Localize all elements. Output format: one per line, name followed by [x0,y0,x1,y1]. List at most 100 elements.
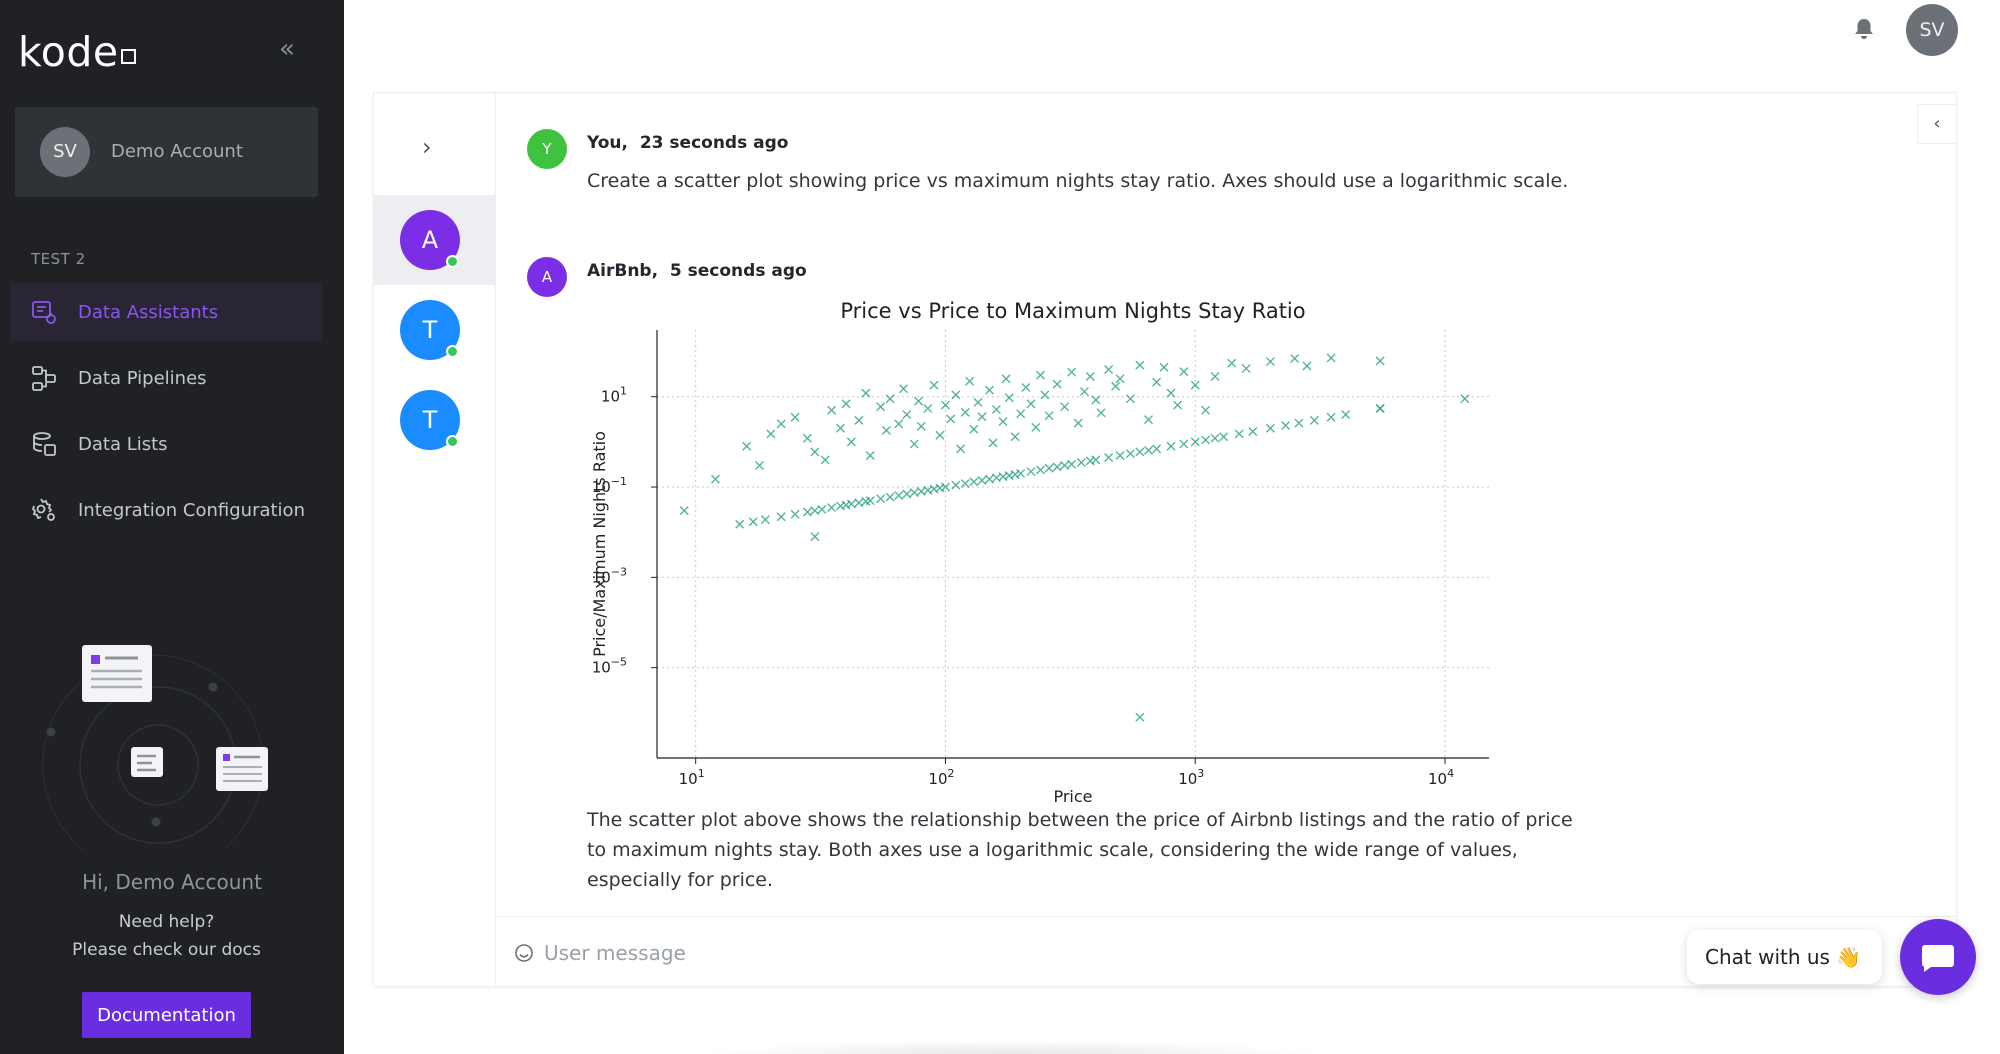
sidebar: kode « SV Demo Account TEST 2 Data Assis… [0,0,344,1054]
data-point [810,506,820,516]
x-tick-label: 101 [679,767,705,788]
data-point [916,421,926,431]
data-point [1060,402,1070,412]
chat-card: › A T T ‹ Y You, 23 seconds ago Create a… [373,92,1957,987]
y-tick-label: 10−5 [592,656,627,677]
section-label: TEST 2 [31,250,86,268]
account-card[interactable]: SV Demo Account [15,107,318,197]
data-point [940,482,950,492]
data-point [1227,358,1237,368]
data-point [1010,432,1020,442]
data-point [1234,429,1244,439]
data-point [810,532,820,542]
data-point [827,405,837,415]
account-name: Demo Account [111,141,243,162]
data-point [1375,356,1385,366]
data-point [1135,360,1145,370]
data-point [1302,361,1312,371]
chat-with-us-bubble[interactable]: Chat with us 👋 [1687,930,1882,984]
data-point [1375,403,1385,413]
data-point [802,507,812,517]
data-point [988,438,998,448]
data-point [960,407,970,417]
chart-title: Price vs Price to Maximum Nights Stay Ra… [840,299,1305,323]
message-avatar: Y [527,129,567,169]
conversation-item[interactable]: T [374,285,495,375]
data-point [1079,387,1089,397]
data-point [1076,457,1086,467]
data-point [1135,447,1145,457]
data-point [935,430,945,440]
chat-launcher-button[interactable] [1900,919,1976,995]
data-point [1219,432,1229,442]
x-tick-label: 102 [928,767,954,788]
data-point [998,417,1008,427]
emoji-icon[interactable] [514,943,534,963]
data-point [1044,411,1054,421]
data-point [1326,353,1336,363]
user-message-input[interactable] [544,935,1744,971]
data-point [977,475,987,485]
data-point [776,512,786,522]
data-point [817,504,827,514]
data-point [1152,444,1162,454]
collapse-sidebar-icon[interactable]: « [279,34,295,64]
data-point [846,499,856,509]
data-point [956,444,966,454]
data-point [965,376,975,386]
data-point [1035,370,1045,380]
data-point [1125,449,1135,459]
data-point [1135,712,1145,722]
data-point [827,503,837,513]
data-point [1091,455,1101,465]
message-avatar: A [527,257,567,297]
sidebar-item-integration-configuration[interactable]: Integration Configuration [10,481,322,539]
data-point [1290,354,1300,364]
data-point [984,385,994,395]
sidebar-item-data-pipelines[interactable]: Data Pipelines [10,349,322,407]
message-time: 23 seconds ago [639,133,789,153]
conversation-item[interactable]: A [374,195,495,285]
data-point [914,396,924,406]
x-axis-label: Price [1053,787,1092,806]
data-point [1166,441,1176,451]
message-text: Create a scatter plot showing price vs m… [587,170,1569,192]
sidebar-item-data-assistants[interactable]: Data Assistants [10,283,322,341]
kode-logo[interactable]: kode [18,28,136,76]
wave-icon: 👋 [1836,945,1862,969]
data-point [960,478,970,488]
data-point [1091,395,1101,405]
user-avatar[interactable]: SV [1906,4,1958,56]
data-point [854,498,864,508]
data-point [1004,393,1014,403]
data-point [1281,421,1291,431]
message-text: The scatter plot above shows the relatio… [587,809,1573,831]
data-point [1179,439,1189,449]
data-point [894,419,904,429]
data-point [1026,399,1036,409]
data-point [1040,390,1050,400]
data-point [802,433,812,443]
data-point [1190,437,1200,447]
data-point [1104,453,1114,463]
scatter-chart: Price vs Price to Maximum Nights Stay Ra… [590,299,1489,806]
bell-icon[interactable] [1853,17,1875,41]
conversation-list: › A T T [374,93,496,986]
data-point [1144,445,1154,455]
data-point [861,388,871,398]
documentation-button[interactable]: Documentation [82,992,251,1038]
data-point [1125,394,1135,404]
sidebar-item-data-lists[interactable]: Data Lists [10,415,322,473]
data-point [1248,426,1258,436]
data-point [894,490,904,500]
online-status-dot [446,345,459,358]
data-point [1326,412,1336,422]
chevron-left-icon[interactable]: ‹ [1917,104,1957,144]
data-point [776,419,786,429]
conversation-item[interactable]: T [374,375,495,465]
data-point [902,489,912,499]
data-point [1073,418,1083,428]
data-point [710,474,720,484]
chevron-right-icon[interactable]: › [422,133,432,161]
greeting: Hi, Demo Account [82,870,262,894]
